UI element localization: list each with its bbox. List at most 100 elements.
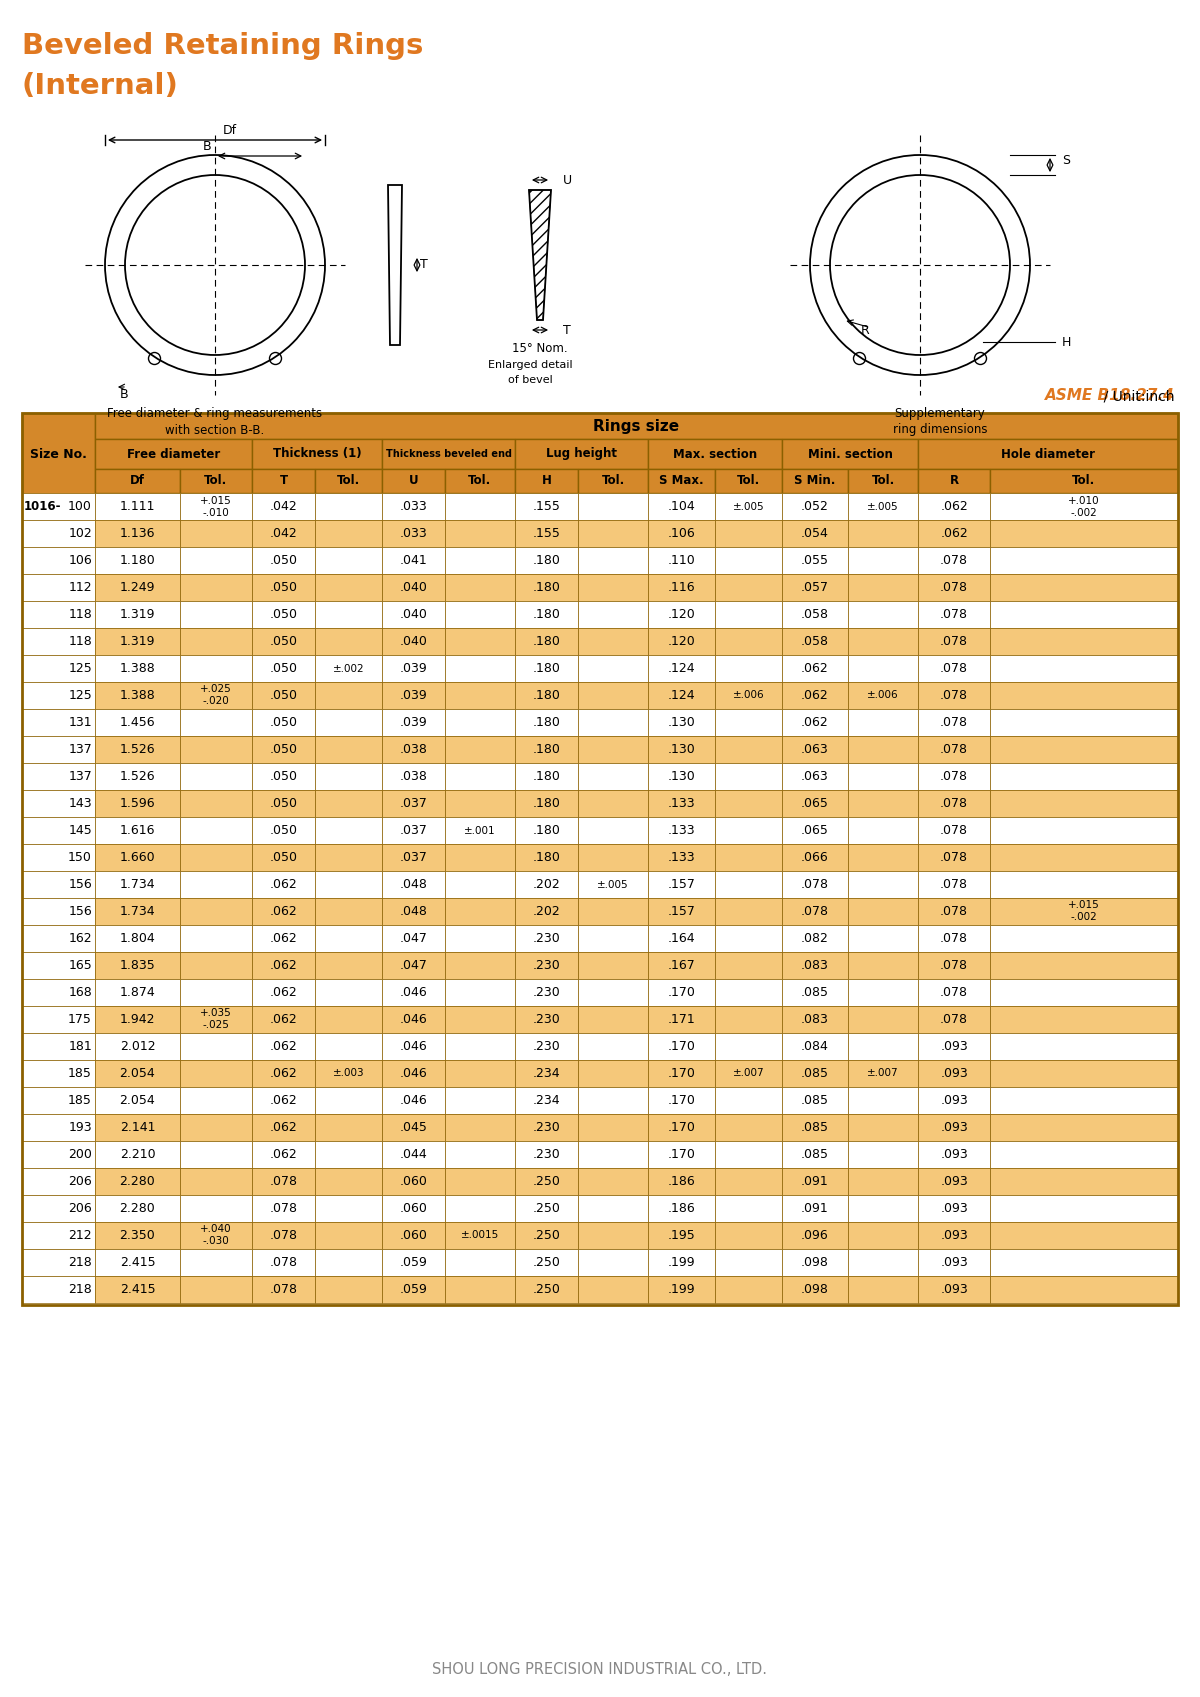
- Text: 185: 185: [68, 1095, 92, 1106]
- Text: .180: .180: [533, 798, 560, 809]
- Bar: [578, 816, 648, 843]
- Text: .050: .050: [270, 662, 298, 675]
- Bar: [918, 440, 1178, 468]
- Text: .066: .066: [802, 850, 829, 864]
- Bar: [848, 843, 918, 871]
- Text: 218: 218: [68, 1256, 92, 1269]
- Bar: [782, 709, 848, 736]
- Text: .230: .230: [533, 932, 560, 945]
- Bar: [95, 682, 180, 709]
- Bar: [445, 494, 515, 519]
- Text: (Internal): (Internal): [22, 71, 179, 100]
- Text: +.025: +.025: [200, 684, 232, 694]
- Bar: [918, 494, 990, 519]
- Bar: [382, 1195, 445, 1222]
- Text: Tol.: Tol.: [337, 475, 360, 487]
- Bar: [382, 952, 445, 979]
- Text: .078: .078: [940, 689, 968, 703]
- Bar: [180, 952, 252, 979]
- Text: T: T: [563, 324, 571, 336]
- Bar: [782, 925, 848, 952]
- Text: B: B: [203, 141, 211, 153]
- Bar: [382, 979, 445, 1006]
- Bar: [515, 791, 578, 816]
- Bar: [252, 925, 314, 952]
- Bar: [648, 574, 715, 601]
- Bar: [95, 519, 180, 546]
- Text: 193: 193: [68, 1122, 92, 1134]
- Bar: [648, 952, 715, 979]
- Bar: [918, 1249, 990, 1276]
- Text: 145: 145: [68, 825, 92, 837]
- Text: .082: .082: [802, 932, 829, 945]
- Text: .045: .045: [400, 1122, 427, 1134]
- Bar: [715, 871, 782, 898]
- Text: .078: .078: [270, 1201, 298, 1215]
- Bar: [648, 1088, 715, 1113]
- Text: .083: .083: [802, 1013, 829, 1027]
- Bar: [918, 1195, 990, 1222]
- Text: 125: 125: [68, 662, 92, 675]
- Bar: [382, 843, 445, 871]
- Text: .078: .078: [802, 877, 829, 891]
- Text: .091: .091: [802, 1174, 829, 1188]
- Text: .155: .155: [533, 501, 560, 512]
- Text: .046: .046: [400, 1067, 427, 1079]
- Bar: [252, 440, 382, 468]
- Text: .054: .054: [802, 528, 829, 540]
- Bar: [95, 468, 180, 494]
- Bar: [382, 925, 445, 952]
- Text: +.015: +.015: [200, 496, 232, 506]
- Text: .050: .050: [270, 716, 298, 730]
- Bar: [918, 898, 990, 925]
- Bar: [314, 791, 382, 816]
- Text: .133: .133: [667, 850, 695, 864]
- Text: ±.006: ±.006: [733, 691, 764, 701]
- Bar: [22, 764, 95, 791]
- Bar: [180, 628, 252, 655]
- Bar: [382, 764, 445, 791]
- Bar: [578, 628, 648, 655]
- Text: .078: .078: [940, 798, 968, 809]
- Bar: [382, 736, 445, 764]
- Bar: [990, 1222, 1178, 1249]
- Text: Rings size: Rings size: [594, 419, 679, 433]
- Text: ±.002: ±.002: [332, 664, 365, 674]
- Bar: [382, 1061, 445, 1088]
- Text: .104: .104: [667, 501, 695, 512]
- Text: 137: 137: [68, 770, 92, 782]
- Bar: [578, 519, 648, 546]
- Bar: [918, 628, 990, 655]
- Bar: [180, 736, 252, 764]
- Text: R: R: [860, 324, 869, 338]
- Bar: [22, 1061, 95, 1088]
- Text: .063: .063: [802, 743, 829, 755]
- Bar: [848, 1249, 918, 1276]
- Bar: [314, 574, 382, 601]
- Text: Tol.: Tol.: [1073, 475, 1096, 487]
- Text: .085: .085: [802, 1147, 829, 1161]
- Text: B: B: [120, 389, 128, 402]
- Bar: [715, 546, 782, 574]
- Bar: [848, 898, 918, 925]
- Text: +.010: +.010: [1068, 496, 1100, 506]
- Bar: [180, 1006, 252, 1033]
- Bar: [314, 1195, 382, 1222]
- Bar: [848, 736, 918, 764]
- Bar: [445, 1006, 515, 1033]
- Bar: [95, 925, 180, 952]
- Bar: [382, 519, 445, 546]
- Text: Tol.: Tol.: [468, 475, 492, 487]
- Bar: [918, 1113, 990, 1140]
- Text: 2.054: 2.054: [120, 1095, 155, 1106]
- Text: .058: .058: [802, 608, 829, 621]
- Text: with section B-B.: with section B-B.: [166, 424, 265, 436]
- Bar: [382, 682, 445, 709]
- Bar: [515, 655, 578, 682]
- Bar: [578, 1168, 648, 1195]
- Bar: [648, 601, 715, 628]
- Text: .046: .046: [400, 1095, 427, 1106]
- Bar: [578, 574, 648, 601]
- Text: .033: .033: [400, 501, 427, 512]
- Bar: [515, 1222, 578, 1249]
